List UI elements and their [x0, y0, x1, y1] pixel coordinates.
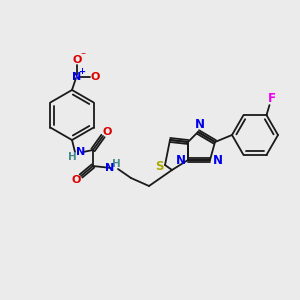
Text: O: O [71, 175, 81, 185]
Text: F: F [268, 92, 275, 105]
Text: N: N [213, 154, 223, 166]
Text: S: S [155, 160, 163, 173]
Text: ⁻: ⁻ [80, 51, 86, 61]
Text: N: N [105, 163, 115, 173]
Text: H: H [68, 152, 76, 162]
Text: N: N [72, 72, 82, 82]
Text: N: N [176, 154, 186, 166]
Text: O: O [90, 72, 100, 82]
Text: +: + [79, 68, 86, 76]
Text: N: N [195, 118, 205, 130]
Text: H: H [112, 159, 120, 169]
Text: O: O [102, 127, 112, 137]
Text: O: O [72, 55, 82, 65]
Text: N: N [76, 147, 85, 157]
